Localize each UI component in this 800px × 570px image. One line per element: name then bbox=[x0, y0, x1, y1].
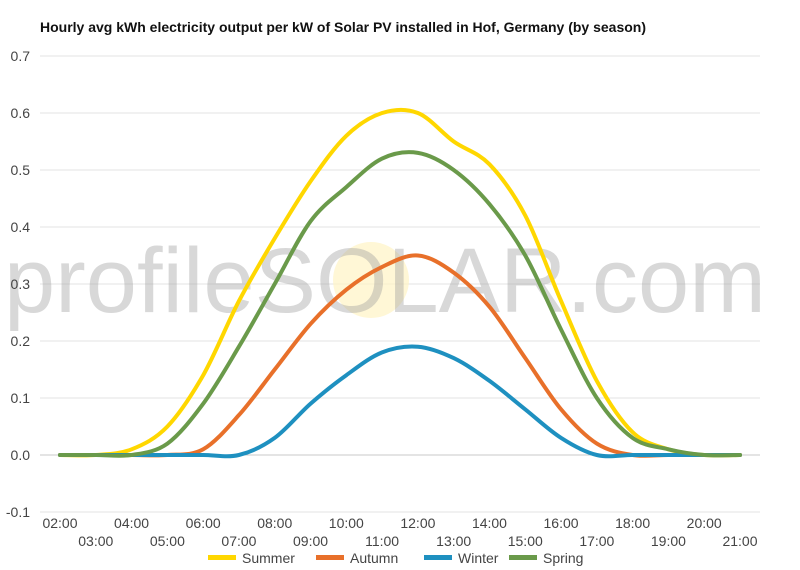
y-tick-label: 0.4 bbox=[11, 219, 31, 235]
watermark-text: profileSOLAR.com bbox=[4, 230, 766, 332]
legend-label-summer: Summer bbox=[242, 550, 295, 566]
y-tick-label: 0.2 bbox=[11, 333, 31, 349]
x-axis-ticks: 02:0003:0004:0005:0006:0007:0008:0009:00… bbox=[42, 515, 757, 549]
watermark: profileSOLAR.com bbox=[4, 230, 766, 332]
series-line-spring bbox=[58, 150, 742, 458]
x-tick-label: 14:00 bbox=[472, 515, 507, 531]
x-tick-label: 15:00 bbox=[508, 533, 543, 549]
x-tick-label: 04:00 bbox=[114, 515, 149, 531]
x-tick-label: 19:00 bbox=[651, 533, 686, 549]
y-tick-label: 0.6 bbox=[11, 105, 31, 121]
series-line-winter bbox=[58, 344, 742, 459]
legend-swatch-winter bbox=[424, 555, 452, 560]
series-lines bbox=[58, 107, 742, 459]
x-tick-label: 13:00 bbox=[436, 533, 471, 549]
x-tick-label: 08:00 bbox=[257, 515, 292, 531]
x-tick-label: 05:00 bbox=[150, 533, 185, 549]
legend-label-spring: Spring bbox=[543, 550, 583, 566]
series-line-summer bbox=[58, 107, 742, 458]
y-tick-label: 0.0 bbox=[11, 447, 31, 463]
legend-swatch-spring bbox=[509, 555, 537, 560]
y-tick-label: -0.1 bbox=[6, 504, 30, 520]
legend-swatch-autumn bbox=[316, 555, 344, 560]
x-tick-label: 21:00 bbox=[722, 533, 757, 549]
legend-label-winter: Winter bbox=[458, 550, 499, 566]
x-tick-label: 12:00 bbox=[400, 515, 435, 531]
x-tick-label: 07:00 bbox=[221, 533, 256, 549]
x-tick-label: 17:00 bbox=[579, 533, 614, 549]
x-tick-label: 10:00 bbox=[329, 515, 364, 531]
x-tick-label: 11:00 bbox=[365, 533, 399, 549]
chart-title: Hourly avg kWh electricity output per kW… bbox=[40, 19, 647, 35]
y-tick-label: 0.5 bbox=[11, 162, 31, 178]
x-tick-label: 18:00 bbox=[615, 515, 650, 531]
x-tick-label: 09:00 bbox=[293, 533, 328, 549]
legend-swatch-summer bbox=[208, 555, 236, 560]
x-tick-label: 16:00 bbox=[544, 515, 579, 531]
y-axis-ticks: -0.1 0.0 0.1 0.2 0.3 0.4 0.5 0.6 0.7 bbox=[6, 48, 30, 520]
x-tick-label: 06:00 bbox=[186, 515, 221, 531]
y-tick-label: 0.1 bbox=[11, 390, 31, 406]
x-tick-label: 03:00 bbox=[78, 533, 113, 549]
x-tick-label: 02:00 bbox=[42, 515, 77, 531]
y-tick-label: 0.7 bbox=[11, 48, 31, 64]
legend-label-autumn: Autumn bbox=[350, 550, 398, 566]
legend: Summer Autumn Winter Spring bbox=[208, 550, 583, 566]
y-tick-label: 0.3 bbox=[11, 276, 31, 292]
x-tick-label: 20:00 bbox=[687, 515, 722, 531]
